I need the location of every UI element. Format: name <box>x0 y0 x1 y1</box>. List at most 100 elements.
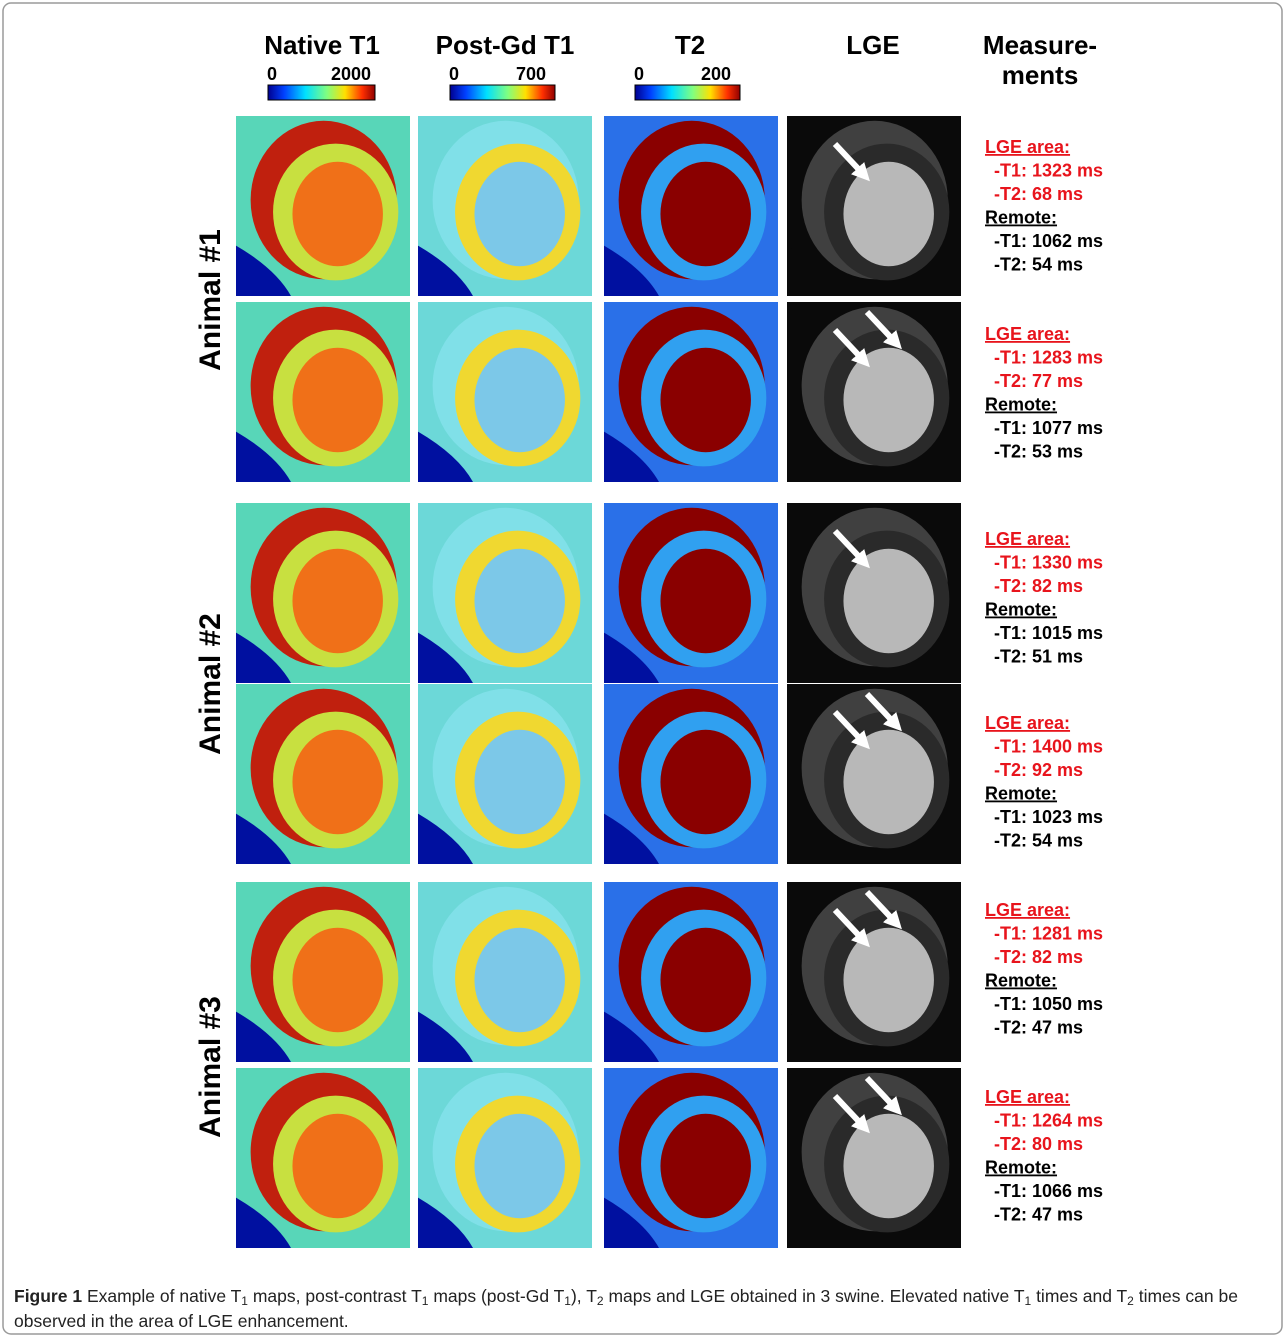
remote-label: Remote: <box>985 208 1057 228</box>
remote-label: Remote: <box>985 784 1057 804</box>
colorbar <box>267 84 376 101</box>
caption-text: ), T <box>570 1286 597 1306</box>
panel-inner <box>660 729 751 835</box>
arrow <box>832 327 870 368</box>
panel-inner <box>660 927 751 1033</box>
remote-value: -T1: 1077 ms <box>994 418 1103 438</box>
panel-inner <box>292 161 383 267</box>
image-panel <box>236 302 410 482</box>
lesion-label: LGE area: <box>985 1087 1070 1107</box>
remote-value: -T1: 1050 ms <box>994 994 1103 1014</box>
image-panel <box>604 882 778 1062</box>
arrow <box>832 1093 870 1134</box>
lesion-label: LGE area: <box>985 324 1070 344</box>
panel-inner <box>660 347 751 453</box>
panel-corner <box>236 1011 291 1062</box>
colorbar-max: 2000 <box>331 64 371 84</box>
panel-corner <box>604 813 659 864</box>
remote-value: -T2: 54 ms <box>994 831 1083 851</box>
panel-corner <box>418 245 473 296</box>
image-panel <box>604 116 778 296</box>
remote-value: -T2: 53 ms <box>994 442 1083 462</box>
lesion-value: -T2: 82 ms <box>994 576 1083 596</box>
image-panel <box>236 116 410 296</box>
panel-inner <box>292 1113 383 1219</box>
remote-label: Remote: <box>985 600 1057 620</box>
animal-label: Animal #3 <box>194 996 227 1138</box>
colorbar-max: 200 <box>701 64 731 84</box>
column-header: ments <box>1002 60 1079 90</box>
panel-inner <box>843 1113 934 1219</box>
panel-inner <box>660 161 751 267</box>
lesion-value: -T1: 1281 ms <box>994 924 1103 944</box>
caption-text: maps and LGE obtained in 3 swine. Elevat… <box>603 1286 1025 1306</box>
image-panel <box>236 882 410 1062</box>
panel-inner <box>292 548 383 654</box>
lesion-value: -T1: 1323 ms <box>994 161 1103 181</box>
lesion-value: -T1: 1264 ms <box>994 1111 1103 1131</box>
panel-corner <box>604 431 659 482</box>
panel-corner <box>787 632 842 683</box>
remote-value: -T1: 1015 ms <box>994 623 1103 643</box>
remote-value: -T2: 47 ms <box>994 1018 1083 1038</box>
remote-value: -T1: 1066 ms <box>994 1181 1103 1201</box>
panel-corner <box>604 632 659 683</box>
image-panel <box>418 503 592 683</box>
arrow <box>832 709 870 750</box>
image-panel <box>418 684 592 864</box>
image-panel <box>604 684 778 864</box>
caption-subscript: 2 <box>596 1294 604 1308</box>
panel-corner <box>236 632 291 683</box>
lesion-label: LGE area: <box>985 137 1070 157</box>
panel-corner <box>787 245 842 296</box>
image-panel <box>418 302 592 482</box>
panel-inner <box>474 347 565 453</box>
remote-value: -T1: 1062 ms <box>994 231 1103 251</box>
colorbar <box>449 84 556 101</box>
column-header: Measure- <box>983 30 1097 60</box>
caption-text: maps, post-contrast T <box>247 1286 422 1306</box>
panel-corner <box>787 813 842 864</box>
image-panel <box>418 116 592 296</box>
lesion-value: -T2: 68 ms <box>994 184 1083 204</box>
panel-corner <box>604 1011 659 1062</box>
panel-corner <box>787 1011 842 1062</box>
column-header: Native T1 <box>264 30 380 60</box>
panel-inner <box>843 548 934 654</box>
panel-corner <box>418 1011 473 1062</box>
colorbar <box>634 84 741 101</box>
image-panel <box>236 684 410 864</box>
remote-value: -T2: 51 ms <box>994 647 1083 667</box>
remote-label: Remote: <box>985 395 1057 415</box>
panel-inner <box>474 161 565 267</box>
image-panel <box>604 1068 778 1248</box>
lesion-value: -T1: 1283 ms <box>994 348 1103 368</box>
lesion-value: -T2: 92 ms <box>994 760 1083 780</box>
panel-corner <box>418 1197 473 1248</box>
image-panel <box>787 503 961 683</box>
panel-inner <box>660 548 751 654</box>
caption-text: times and T <box>1031 1286 1128 1306</box>
panel-corner <box>418 632 473 683</box>
panel-inner <box>474 1113 565 1219</box>
lesion-value: -T2: 82 ms <box>994 947 1083 967</box>
image-panel <box>236 1068 410 1248</box>
panel-inner <box>292 729 383 835</box>
column-header: T2 <box>675 30 705 60</box>
image-panel <box>418 882 592 1062</box>
caption-subscript: 2 <box>1127 1294 1134 1308</box>
remote-label: Remote: <box>985 971 1057 991</box>
arrow <box>864 1075 902 1116</box>
lesion-value: -T2: 77 ms <box>994 371 1083 391</box>
caption-subscript: 1 <box>421 1294 429 1308</box>
lesion-label: LGE area: <box>985 900 1070 920</box>
image-panel <box>604 503 778 683</box>
panel-corner <box>236 813 291 864</box>
image-panel <box>604 302 778 482</box>
remote-label: Remote: <box>985 1158 1057 1178</box>
colorbar-min: 0 <box>449 64 459 84</box>
arrow <box>832 528 870 569</box>
panel-corner <box>236 431 291 482</box>
panel-inner <box>843 729 934 835</box>
